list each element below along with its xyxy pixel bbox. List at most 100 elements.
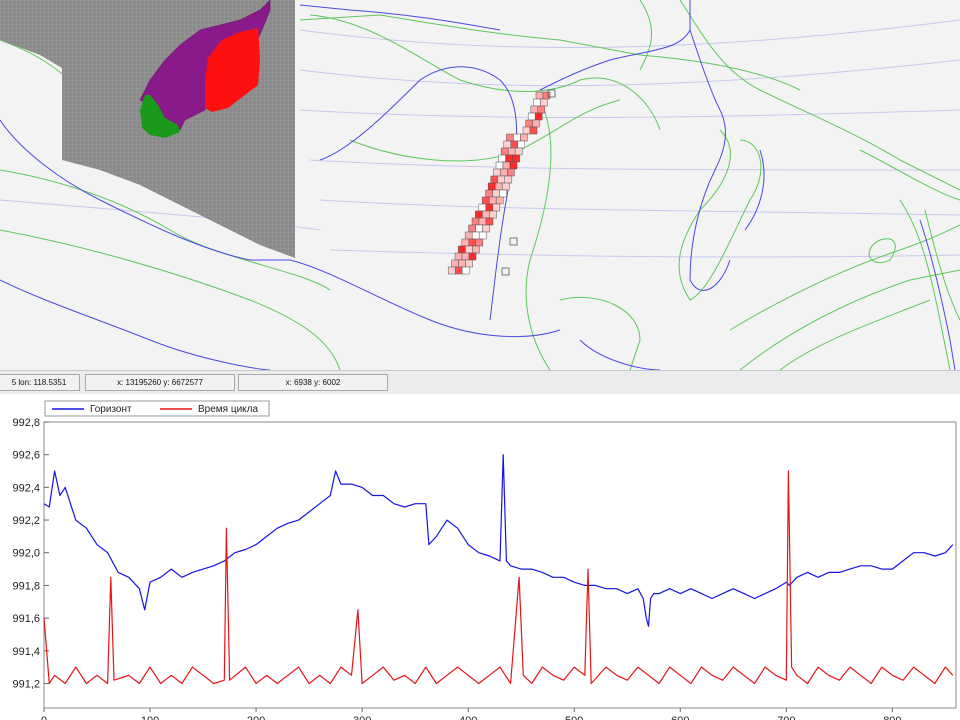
map-block-cell <box>487 182 496 191</box>
status-world-xy: x: 13195260 y: 6672577 <box>85 374 235 391</box>
map-block-cell <box>494 182 503 191</box>
map-block-cell <box>478 231 487 240</box>
map-block-cell <box>522 126 531 135</box>
status-bar: 5 lon: 118.5351 x: 13195260 y: 6672577 x… <box>0 370 960 395</box>
chart-panel: 991,2 991,4 991,6 991,8 992,0 992,2 992,4 992,6… <box>0 394 960 720</box>
x-axis: 0 100 200 300 400 500 600 700 800 <box>41 708 902 720</box>
map-block-cell <box>475 210 483 219</box>
map-block-cell <box>481 196 490 205</box>
map-block-cell <box>506 133 514 142</box>
y-tick-label: 992,8 <box>12 417 40 429</box>
y-tick-label: 992,4 <box>12 482 40 494</box>
map-block-cell <box>461 252 470 261</box>
map-block-cell <box>471 231 480 240</box>
map-canvas[interactable] <box>0 0 960 370</box>
map-block-cell <box>485 217 494 226</box>
map-block-cell <box>447 266 456 275</box>
series-line-cycle-time <box>43 470 954 685</box>
map-block-cell <box>533 98 541 107</box>
map-block-cell <box>493 168 501 177</box>
map-block-cell <box>478 203 487 212</box>
map-block-cell <box>507 168 515 177</box>
map-block-cell <box>461 266 470 275</box>
x-tick-label: 600 <box>671 715 689 720</box>
map-block-cell <box>504 175 513 184</box>
map-block-cell <box>482 224 490 233</box>
map-block-cell <box>468 224 476 233</box>
map-block-cell <box>475 224 483 233</box>
map-block-cell <box>510 140 519 149</box>
y-tick-label: 992,2 <box>12 515 40 527</box>
map-block-cell <box>512 154 520 163</box>
map-block-cell <box>490 175 499 184</box>
map-block-cell <box>535 91 544 100</box>
x-tick-label: 800 <box>883 715 901 720</box>
y-tick-label: 991,4 <box>12 646 40 658</box>
map-block-cell <box>472 245 480 254</box>
x-tick-label: 100 <box>141 715 159 720</box>
y-axis: 991,2 991,4 991,6 991,8 992,0 992,2 992,4 992,6… <box>12 417 49 690</box>
series-layer <box>43 454 954 685</box>
map-block-cell <box>454 266 463 275</box>
x-tick-label: 500 <box>565 715 583 720</box>
map-block-cell <box>505 154 513 163</box>
legend: Горизонт Время цикла <box>44 400 270 417</box>
map-block-cell <box>537 105 546 114</box>
map-block-cell <box>517 140 526 149</box>
map-block-cell <box>485 203 494 212</box>
map-block-cell <box>465 259 473 268</box>
map-block-cell <box>502 161 511 170</box>
map-block-cell <box>530 105 539 114</box>
map-block-cell <box>465 245 473 254</box>
map-block-cell <box>492 189 500 198</box>
map-view[interactable] <box>0 0 960 370</box>
legend-label-cycle: Время цикла <box>198 404 258 415</box>
legend-box <box>44 400 270 417</box>
map-block-cell <box>454 252 463 261</box>
map-block-cell <box>514 147 523 156</box>
map-block-cell <box>482 210 490 219</box>
map-block-cell-outline <box>547 89 556 98</box>
map-block-cell <box>471 217 480 226</box>
map-block-cell <box>468 252 477 261</box>
map-block-cell <box>529 126 538 135</box>
map-block-cell <box>458 245 466 254</box>
x-tick-label: 0 <box>41 715 47 720</box>
map-block-cell <box>468 238 477 247</box>
map-block-cell <box>513 133 521 142</box>
map-block-cell <box>534 112 543 121</box>
x-tick-label: 400 <box>459 715 477 720</box>
map-block-cell <box>527 112 536 121</box>
y-tick-label: 992,6 <box>12 450 40 462</box>
block-red-region <box>205 28 260 112</box>
plot-area <box>43 421 957 709</box>
map-block-cell <box>501 182 510 191</box>
map-block-cell <box>498 154 506 163</box>
map-block-cell <box>503 140 512 149</box>
map-block-cell <box>540 98 548 107</box>
map-block-cell <box>478 217 487 226</box>
map-block-cell <box>520 133 528 142</box>
map-block-cell <box>485 189 493 198</box>
x-tick-label: 200 <box>247 715 265 720</box>
legend-label-horizon: Горизонт <box>90 404 132 415</box>
map-block-cell <box>489 210 497 219</box>
x-tick-label: 300 <box>353 715 371 720</box>
map-block-cell <box>488 196 497 205</box>
map-block-cell <box>451 259 459 268</box>
map-block-cell <box>507 147 516 156</box>
map-block-cell <box>532 119 540 128</box>
map-block-cell <box>500 147 509 156</box>
map-block-cell <box>525 119 533 128</box>
block-green-region <box>140 95 180 138</box>
map-block-cell <box>499 189 507 198</box>
line-chart: 991,2 991,4 991,6 991,8 992,0 992,2 992,4 992,6… <box>12 400 957 720</box>
map-block-cell <box>475 238 484 247</box>
series-line-horizon <box>43 454 954 627</box>
map-block-cell-outline <box>501 267 510 276</box>
y-tick-label: 991,2 <box>12 678 40 690</box>
map-block-cell <box>495 196 504 205</box>
status-grid-xy: x: 6938 y: 6002 <box>238 374 388 391</box>
map-block-cell <box>461 238 470 247</box>
map-block-cell <box>497 175 506 184</box>
